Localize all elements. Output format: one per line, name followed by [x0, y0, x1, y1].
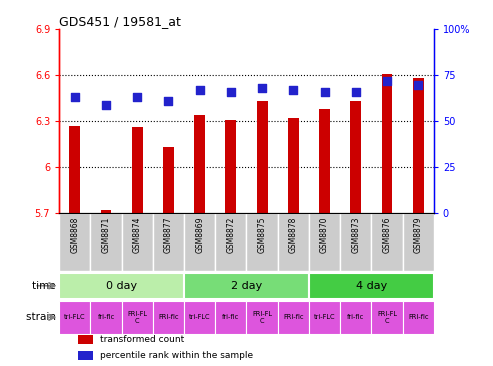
Text: fri-flc: fri-flc: [347, 314, 364, 320]
Bar: [309, 273, 434, 299]
Text: GSM8868: GSM8868: [70, 216, 79, 253]
Point: [383, 78, 391, 84]
Text: GSM8879: GSM8879: [414, 216, 423, 253]
Bar: [309, 213, 340, 271]
Text: tri-FLC: tri-FLC: [314, 314, 335, 320]
Bar: [246, 213, 278, 271]
Bar: [278, 301, 309, 334]
Text: FRI-FL
C: FRI-FL C: [252, 311, 272, 324]
Point: [71, 94, 79, 100]
Text: FRI-FL
C: FRI-FL C: [127, 311, 147, 324]
Bar: [90, 301, 122, 334]
Text: GSM8877: GSM8877: [164, 216, 173, 253]
Text: 4 day: 4 day: [356, 281, 387, 291]
Bar: [153, 301, 184, 334]
Text: tri-FLC: tri-FLC: [189, 314, 211, 320]
Point: [414, 82, 422, 87]
Text: GSM8870: GSM8870: [320, 216, 329, 253]
Bar: [59, 273, 184, 299]
Bar: [194, 115, 205, 213]
Bar: [403, 213, 434, 271]
Bar: [78, 335, 93, 344]
Text: transformed count: transformed count: [101, 335, 184, 344]
Point: [320, 89, 328, 95]
Bar: [215, 213, 246, 271]
Bar: [351, 101, 361, 213]
Text: FRI-flc: FRI-flc: [158, 314, 178, 320]
Bar: [122, 213, 153, 271]
Bar: [371, 301, 403, 334]
Point: [352, 89, 360, 95]
Bar: [90, 213, 122, 271]
Bar: [184, 273, 309, 299]
Point: [133, 94, 141, 100]
Bar: [319, 109, 330, 213]
Bar: [78, 351, 93, 360]
Text: tri-FLC: tri-FLC: [64, 314, 86, 320]
Point: [227, 89, 235, 95]
Bar: [225, 120, 236, 213]
Text: GDS451 / 19581_at: GDS451 / 19581_at: [59, 15, 181, 28]
Text: GSM8871: GSM8871: [102, 216, 110, 253]
Point: [258, 85, 266, 91]
Text: fri-flc: fri-flc: [98, 314, 114, 320]
Text: GSM8873: GSM8873: [352, 216, 360, 253]
Text: GSM8869: GSM8869: [195, 216, 204, 253]
Text: GSM8875: GSM8875: [258, 216, 267, 253]
Bar: [403, 301, 434, 334]
Text: 0 day: 0 day: [106, 281, 137, 291]
Bar: [184, 213, 215, 271]
Point: [196, 87, 204, 93]
Bar: [382, 74, 392, 213]
Bar: [59, 301, 90, 334]
Bar: [101, 210, 111, 213]
Bar: [309, 301, 340, 334]
Bar: [122, 301, 153, 334]
Bar: [288, 118, 299, 213]
Bar: [163, 147, 174, 213]
Bar: [153, 213, 184, 271]
Text: strain: strain: [26, 312, 59, 322]
Bar: [257, 101, 268, 213]
Bar: [184, 301, 215, 334]
Text: fri-flc: fri-flc: [222, 314, 240, 320]
Bar: [246, 301, 278, 334]
Bar: [215, 301, 246, 334]
Bar: [413, 78, 423, 213]
Bar: [70, 126, 80, 213]
Text: GSM8872: GSM8872: [226, 216, 235, 253]
Point: [289, 87, 297, 93]
Text: 2 day: 2 day: [231, 281, 262, 291]
Text: GSM8874: GSM8874: [133, 216, 141, 253]
Text: FRI-FL
C: FRI-FL C: [377, 311, 397, 324]
Bar: [371, 213, 403, 271]
Point: [102, 102, 110, 108]
Bar: [132, 127, 142, 213]
Text: GSM8878: GSM8878: [289, 216, 298, 253]
Bar: [340, 301, 371, 334]
Text: GSM8876: GSM8876: [383, 216, 391, 253]
Bar: [278, 213, 309, 271]
Text: time: time: [32, 281, 59, 291]
Text: FRI-flc: FRI-flc: [408, 314, 428, 320]
Point: [165, 98, 173, 104]
Bar: [340, 213, 371, 271]
Text: percentile rank within the sample: percentile rank within the sample: [101, 351, 253, 361]
Text: FRI-flc: FRI-flc: [283, 314, 304, 320]
Bar: [59, 213, 90, 271]
